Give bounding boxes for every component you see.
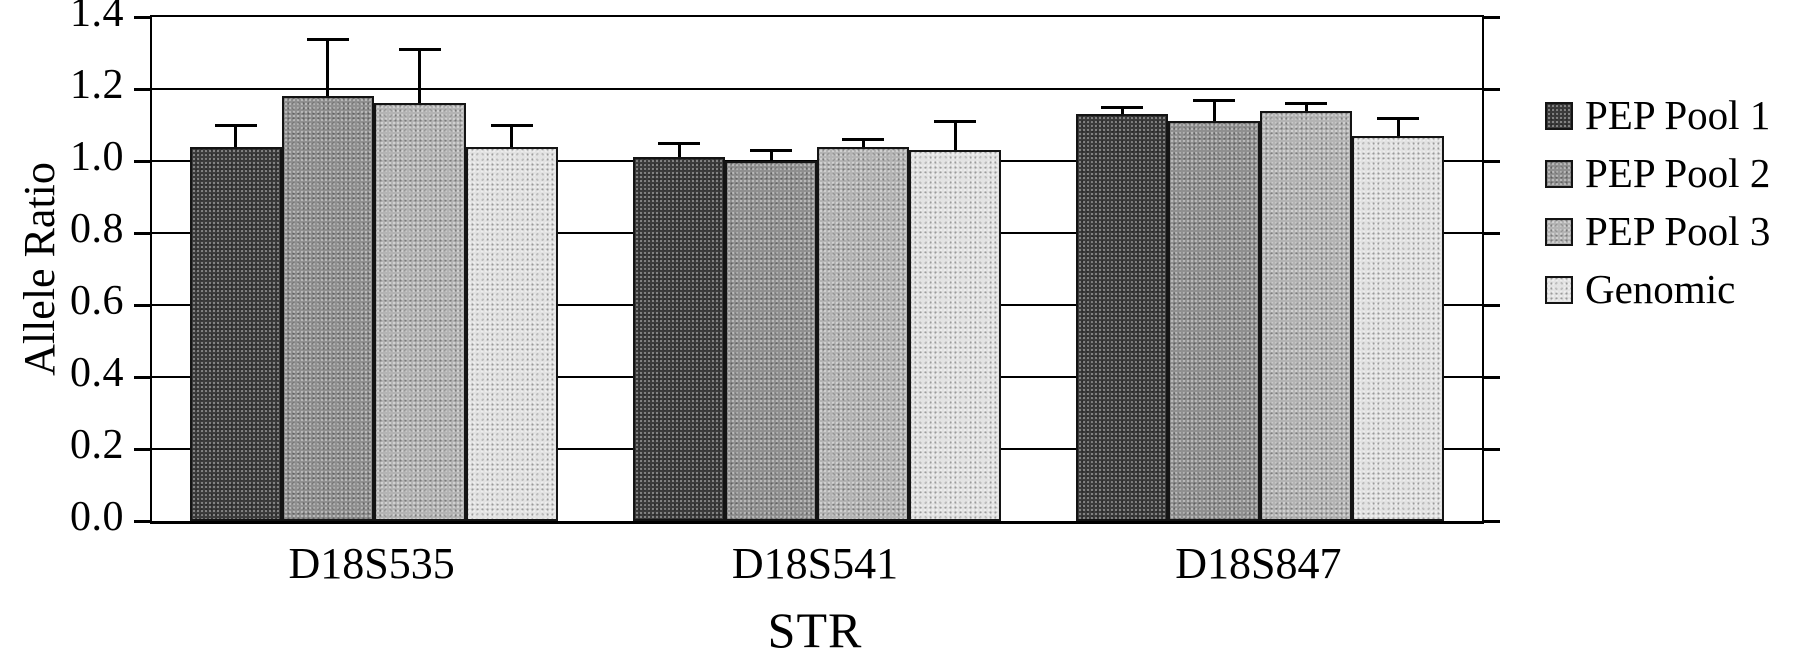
gridline <box>152 88 1482 90</box>
legend-swatch <box>1545 217 1573 246</box>
bar-D18S535-pep-pool-1 <box>189 146 282 521</box>
error-bar-cap <box>306 37 349 41</box>
category-label: D18S535 <box>288 539 455 588</box>
error-bar-cap <box>490 124 533 127</box>
error-bar-line <box>1396 117 1400 136</box>
error-bar-cap <box>1193 98 1236 102</box>
error-bar-cap <box>658 142 700 145</box>
y-tick-label: 1.2 <box>70 62 124 109</box>
y-tick-mark-right <box>1484 87 1500 91</box>
error-bar-line <box>953 121 957 151</box>
error-bar-line <box>326 38 330 97</box>
legend-swatch <box>1545 275 1573 304</box>
error-bar-line <box>677 143 681 158</box>
error-bar-line <box>510 125 514 147</box>
legend-item: PEP Pool 2 <box>1545 153 1770 194</box>
legend-item: PEP Pool 1 <box>1545 95 1770 136</box>
y-tick-label: 1.0 <box>70 134 124 181</box>
y-tick-label: 1.4 <box>70 0 124 37</box>
y-tick-mark-left <box>134 303 150 307</box>
error-bar-line <box>769 150 773 161</box>
y-tick-mark-right <box>1484 447 1500 451</box>
y-tick-label: 0.2 <box>70 422 124 469</box>
error-bar-line <box>1120 107 1124 115</box>
bar-D18S541-pep-pool-1 <box>633 157 725 521</box>
legend-label: Genomic <box>1585 266 1736 312</box>
plot-area <box>134 15 1500 524</box>
error-bar-cap <box>1101 106 1144 109</box>
y-tick-mark-left <box>134 231 150 235</box>
legend: PEP Pool 1 PEP Pool 2 PEP Pool 3 Genomic <box>1545 95 1770 310</box>
y-tick-mark-right <box>1484 375 1500 379</box>
bar-D18S541-genomic <box>909 150 1001 521</box>
error-bar-line <box>418 49 422 104</box>
x-axis-title: STR <box>767 602 863 658</box>
legend-swatch <box>1545 101 1573 130</box>
bar-D18S847-pep-pool-1 <box>1076 114 1169 521</box>
error-bar-line <box>861 139 865 147</box>
legend-label: PEP Pool 1 <box>1585 92 1771 138</box>
legend-item: PEP Pool 3 <box>1545 211 1770 252</box>
y-tick-mark-right <box>1484 15 1500 19</box>
y-tick-mark-left <box>134 87 150 91</box>
error-bar-cap <box>398 48 441 52</box>
bar-D18S535-pep-pool-3 <box>373 103 466 521</box>
bar-D18S847-pep-pool-2 <box>1168 121 1261 521</box>
y-tick-label: 0.0 <box>70 494 124 541</box>
x-axis-category-labels: D18S535 D18S541 D18S847 <box>150 538 1480 592</box>
bar-D18S535-genomic <box>465 146 558 521</box>
y-tick-mark-right <box>1484 519 1500 523</box>
y-tick-mark-right <box>1484 231 1500 235</box>
y-tick-mark-left <box>134 375 150 379</box>
bar-D18S847-genomic <box>1352 135 1445 521</box>
error-bar-line <box>234 125 238 147</box>
y-tick-mark-left <box>134 447 150 451</box>
error-bar-cap <box>750 149 792 153</box>
y-tick-label: 0.6 <box>70 278 124 325</box>
legend-swatch <box>1545 159 1573 188</box>
y-tick-label: 0.4 <box>70 350 124 397</box>
error-bar-cap <box>1285 102 1328 106</box>
y-tick-mark-left <box>134 519 150 523</box>
y-tick-label: 0.8 <box>70 206 124 253</box>
error-bar-line <box>1212 99 1216 122</box>
error-bar-cap <box>934 120 976 124</box>
category-label: D18S541 <box>731 539 899 588</box>
category-label: D18S847 <box>1175 539 1342 588</box>
error-bar-line <box>1304 103 1308 111</box>
legend-label: PEP Pool 3 <box>1585 208 1771 254</box>
error-bar-cap <box>1377 116 1420 120</box>
bar-D18S541-pep-pool-2 <box>725 161 817 521</box>
bar-D18S847-pep-pool-3 <box>1260 110 1353 521</box>
y-tick-mark-left <box>134 159 150 163</box>
bar-D18S541-pep-pool-3 <box>817 146 909 521</box>
y-tick-mark-left <box>134 15 150 19</box>
y-axis-tick-labels: 0.0 0.2 0.4 0.6 0.8 1.0 1.2 1.4 <box>0 0 142 540</box>
legend-item: Genomic <box>1545 269 1770 310</box>
bar-D18S535-pep-pool-2 <box>281 96 374 521</box>
y-tick-mark-right <box>1484 159 1500 163</box>
legend-label: PEP Pool 2 <box>1585 150 1771 196</box>
y-tick-mark-right <box>1484 303 1500 307</box>
error-bar-cap <box>214 124 257 127</box>
error-bar-cap <box>842 138 884 142</box>
